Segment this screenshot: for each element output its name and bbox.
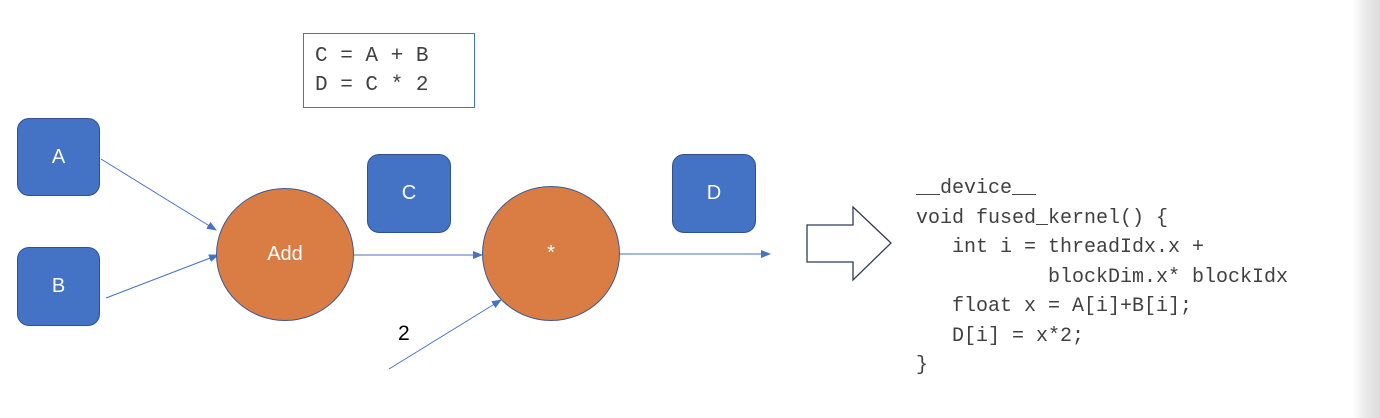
- code-line: float x = A[i]+B[i];: [916, 295, 1193, 318]
- tensor-node-d-label: D: [706, 182, 722, 204]
- tensor-node-b-label: B: [51, 275, 66, 297]
- code-line: int i = threadIdx.x +: [916, 236, 1205, 259]
- tensor-node-c: C: [367, 154, 451, 233]
- tensor-node-c-label: C: [401, 182, 417, 204]
- transform-arrow: [806, 205, 892, 282]
- code-line: __device__: [916, 177, 1037, 200]
- equation-box: C = A + B D = C * 2: [303, 33, 475, 108]
- code-line: }: [916, 354, 929, 377]
- right-edge-shade: [1352, 0, 1380, 418]
- multiply-op-label: *: [547, 242, 555, 264]
- code-line: D[i] = x*2;: [916, 324, 1085, 348]
- tensor-node-a: A: [17, 118, 100, 196]
- constant-label: 2: [398, 322, 410, 345]
- multiply-op-node: *: [482, 186, 620, 321]
- add-op-label: Add: [267, 243, 303, 265]
- code-line: blockDim.x* blockIdx: [916, 265, 1289, 289]
- tensor-node-d: D: [672, 154, 756, 233]
- equation-line-1: C = A + B: [315, 45, 429, 68]
- edge-const-to-mul: [388, 299, 502, 370]
- tensor-node-b: B: [17, 247, 100, 326]
- edge-b-to-add: [105, 254, 219, 299]
- add-op-node: Add: [216, 188, 354, 321]
- edge-a-to-add: [100, 158, 217, 231]
- code-listing: __device__void fused_kernel() { int i = …: [916, 174, 1288, 381]
- tensor-node-a-label: A: [51, 145, 66, 168]
- code-line: void fused_kernel() {: [916, 206, 1169, 230]
- equation-line-2: D = C * 2: [315, 74, 429, 97]
